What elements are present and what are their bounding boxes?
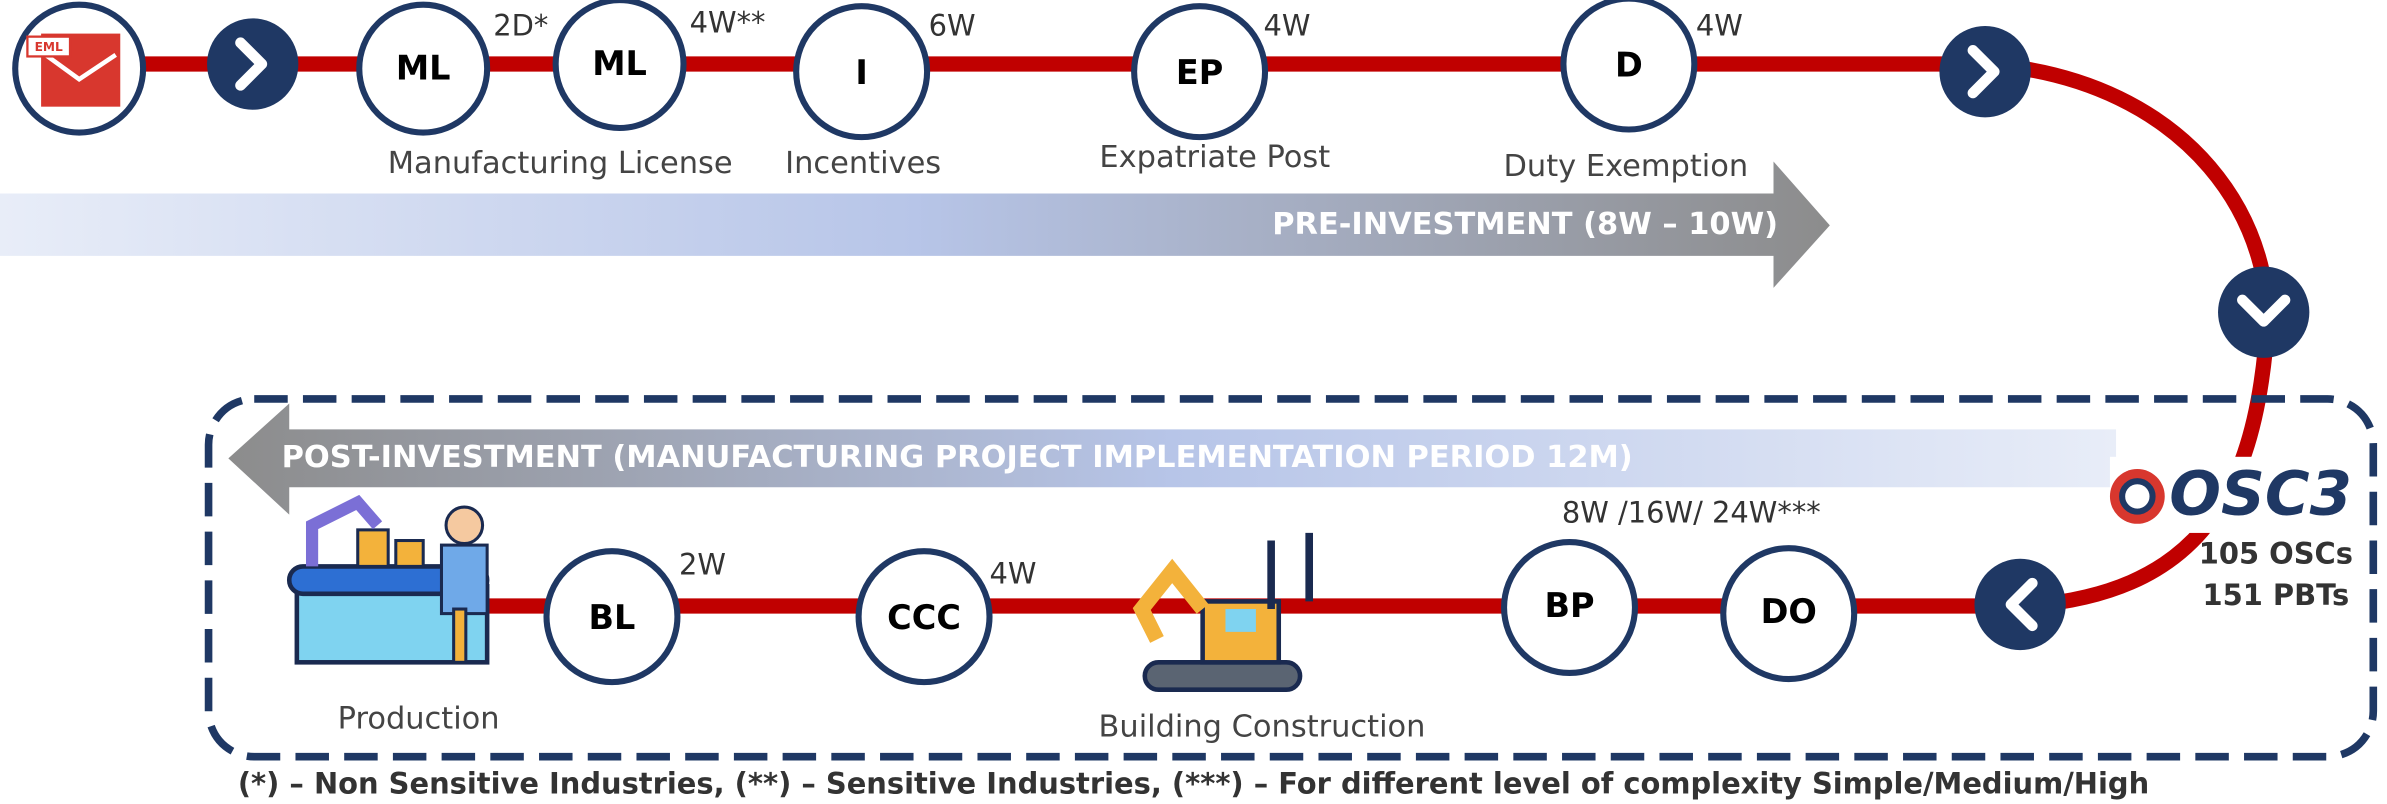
step-code: CCC (887, 598, 961, 637)
step-node: ML (359, 5, 487, 133)
stage-label: Manufacturing License (388, 146, 733, 181)
step-code: BP (1544, 586, 1594, 625)
step-node: BL (547, 551, 678, 682)
stage-label: Incentives (785, 146, 941, 181)
stage-label: Building Construction (1099, 709, 1426, 744)
step-code: BL (589, 598, 636, 637)
production-icon (289, 502, 487, 662)
step-duration: 4W (1696, 9, 1743, 43)
step-duration: 4W (1264, 9, 1311, 43)
step-node: I (796, 6, 927, 137)
footnote: (*) – Non Sensitive Industries, (**) – S… (238, 767, 2149, 801)
step-code: ML (592, 44, 647, 83)
step-node: CCC (859, 551, 990, 682)
step-node: BP (1504, 542, 1635, 673)
step-duration: 4W (990, 557, 1037, 591)
step-duration: 8W /16W/ 24W*** (1562, 496, 1821, 530)
step-code: ML (396, 49, 451, 88)
step-code: I (855, 53, 867, 92)
step-code: D (1615, 46, 1643, 85)
chevron-down (2218, 267, 2309, 358)
chevron-right (207, 18, 298, 109)
phase-title: PRE-INVESTMENT (8W – 10W) (1272, 207, 1778, 242)
step-node: EP (1134, 6, 1265, 137)
stage-label: Duty Exemption (1504, 149, 1749, 184)
icon-label: EML (35, 40, 63, 54)
step-duration: 4W** (690, 5, 766, 39)
email-icon: EML (15, 5, 143, 133)
step-duration: 2D* (493, 9, 548, 43)
step-duration: 2W (679, 547, 726, 581)
step-node: ML (556, 0, 684, 128)
step-code: DO (1761, 592, 1817, 631)
chevron-right (1939, 26, 2030, 117)
stage-label: Expatriate Post (1099, 140, 1330, 175)
step-duration: 6W (929, 9, 976, 43)
step-node: DO (1723, 548, 1854, 679)
logo-caption: 151 PBTs (2203, 578, 2350, 612)
logo-text: OSC3 (2169, 459, 2352, 530)
chevron-left (1974, 559, 2065, 650)
step-node: D (1563, 0, 1694, 130)
step-code: EP (1176, 53, 1223, 92)
osc3-logo: OSC3 (2110, 457, 2366, 533)
phase-title: POST-INVESTMENT (MANUFACTURING PROJECT I… (282, 440, 1633, 475)
stage-label: Production (338, 702, 500, 737)
process-diagram: PRE-INVESTMENT (8W – 10W) POST-INVESTMEN… (0, 0, 2387, 804)
logo-caption: 105 OSCs (2199, 537, 2353, 571)
